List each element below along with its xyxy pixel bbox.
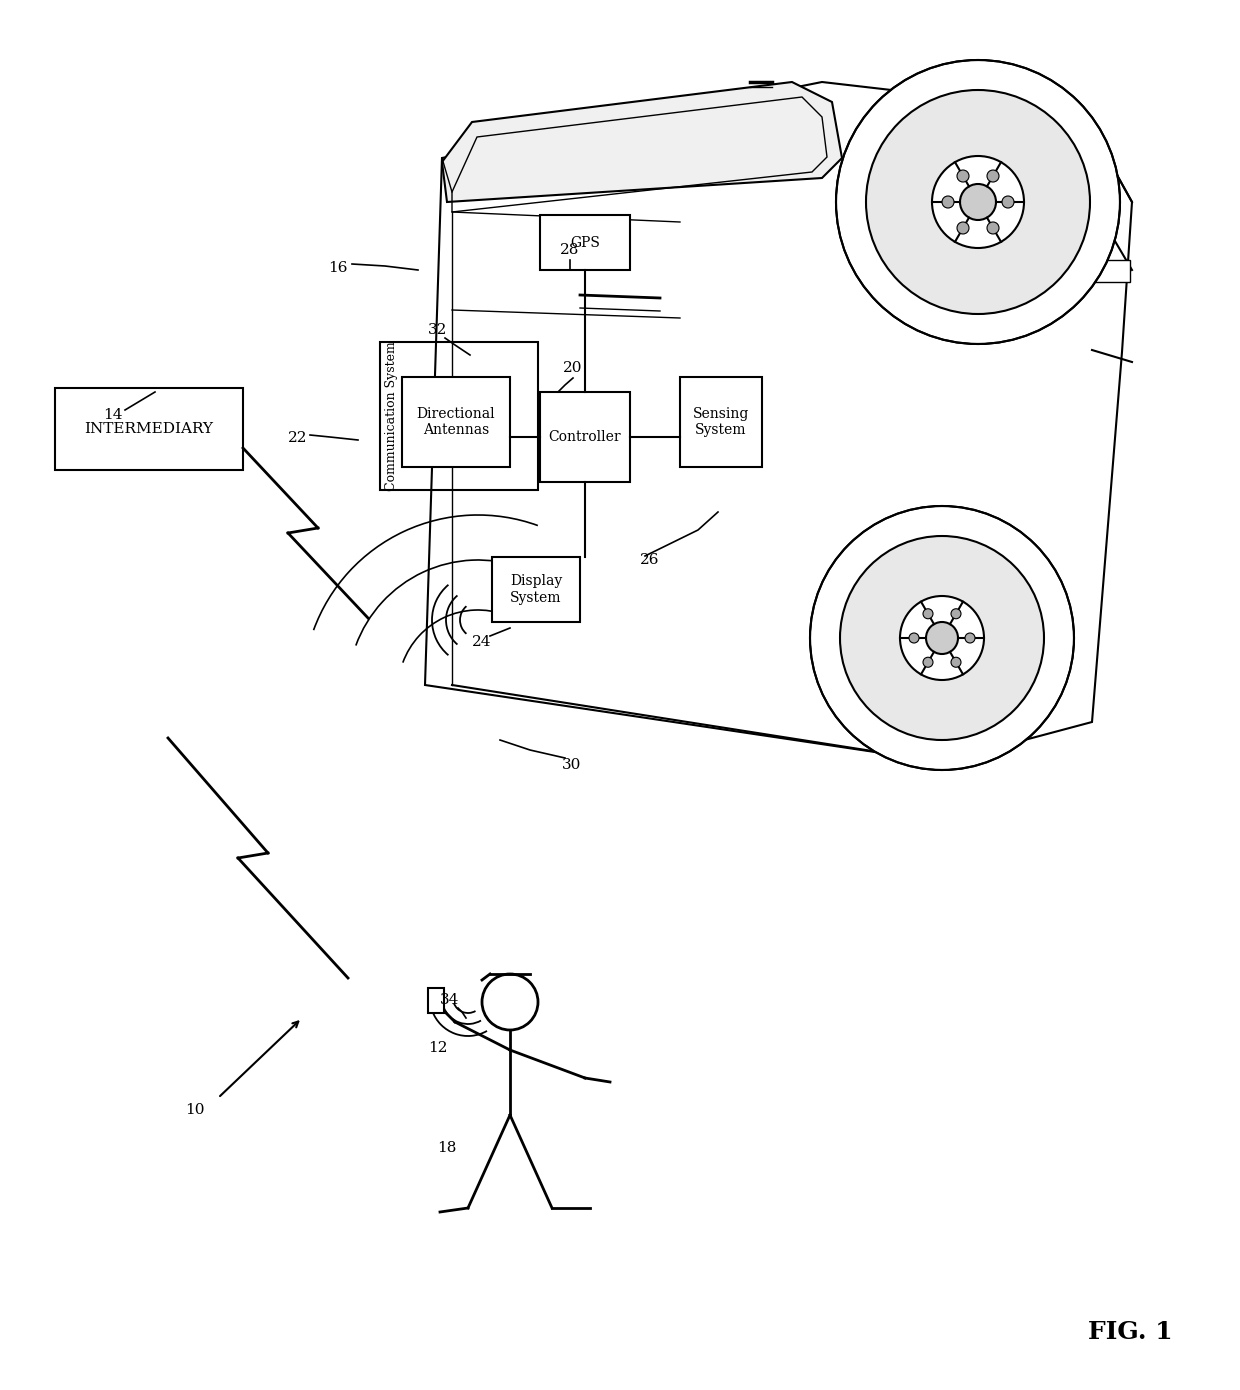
Text: INTERMEDIARY: INTERMEDIARY: [84, 423, 213, 436]
Polygon shape: [441, 82, 842, 202]
Circle shape: [957, 222, 968, 234]
Circle shape: [942, 196, 954, 208]
Circle shape: [923, 609, 932, 619]
Circle shape: [987, 222, 999, 234]
Circle shape: [909, 632, 919, 644]
Circle shape: [960, 183, 996, 220]
Text: 18: 18: [438, 1141, 456, 1155]
Circle shape: [965, 632, 975, 644]
Circle shape: [810, 506, 1074, 770]
FancyBboxPatch shape: [680, 377, 763, 467]
Text: FIG. 1: FIG. 1: [1087, 1320, 1172, 1344]
Circle shape: [836, 60, 1120, 343]
FancyBboxPatch shape: [1095, 260, 1130, 282]
Circle shape: [987, 170, 999, 182]
Text: Directional
Antennas: Directional Antennas: [417, 407, 495, 436]
Circle shape: [811, 507, 1073, 769]
Circle shape: [926, 621, 959, 655]
Circle shape: [951, 609, 961, 619]
Circle shape: [900, 596, 985, 680]
Text: 20: 20: [563, 361, 583, 375]
FancyBboxPatch shape: [492, 557, 580, 621]
Text: 26: 26: [640, 553, 660, 567]
Circle shape: [951, 657, 961, 667]
Text: 34: 34: [440, 992, 460, 1006]
Text: 12: 12: [428, 1041, 448, 1055]
Text: 10: 10: [185, 1104, 205, 1118]
Circle shape: [932, 156, 1024, 247]
Circle shape: [839, 537, 1044, 739]
Text: Controller: Controller: [548, 430, 621, 443]
Text: 28: 28: [560, 243, 579, 257]
Circle shape: [923, 657, 932, 667]
FancyBboxPatch shape: [428, 988, 444, 1013]
Circle shape: [1002, 196, 1014, 208]
FancyBboxPatch shape: [539, 215, 630, 270]
FancyBboxPatch shape: [55, 388, 243, 470]
Circle shape: [837, 61, 1118, 343]
Text: Display
System: Display System: [510, 574, 562, 605]
Text: Sensing
System: Sensing System: [693, 407, 749, 436]
Polygon shape: [425, 82, 1132, 762]
Text: 14: 14: [103, 409, 123, 423]
Text: 32: 32: [428, 322, 448, 336]
Text: 30: 30: [562, 758, 582, 771]
Text: Communication System: Communication System: [386, 341, 398, 491]
Text: 24: 24: [472, 635, 492, 649]
FancyBboxPatch shape: [539, 392, 630, 482]
Text: 16: 16: [329, 261, 347, 275]
Text: 22: 22: [288, 431, 308, 445]
Circle shape: [866, 90, 1090, 314]
Text: GPS: GPS: [570, 235, 600, 249]
FancyBboxPatch shape: [402, 377, 510, 467]
Circle shape: [957, 170, 968, 182]
